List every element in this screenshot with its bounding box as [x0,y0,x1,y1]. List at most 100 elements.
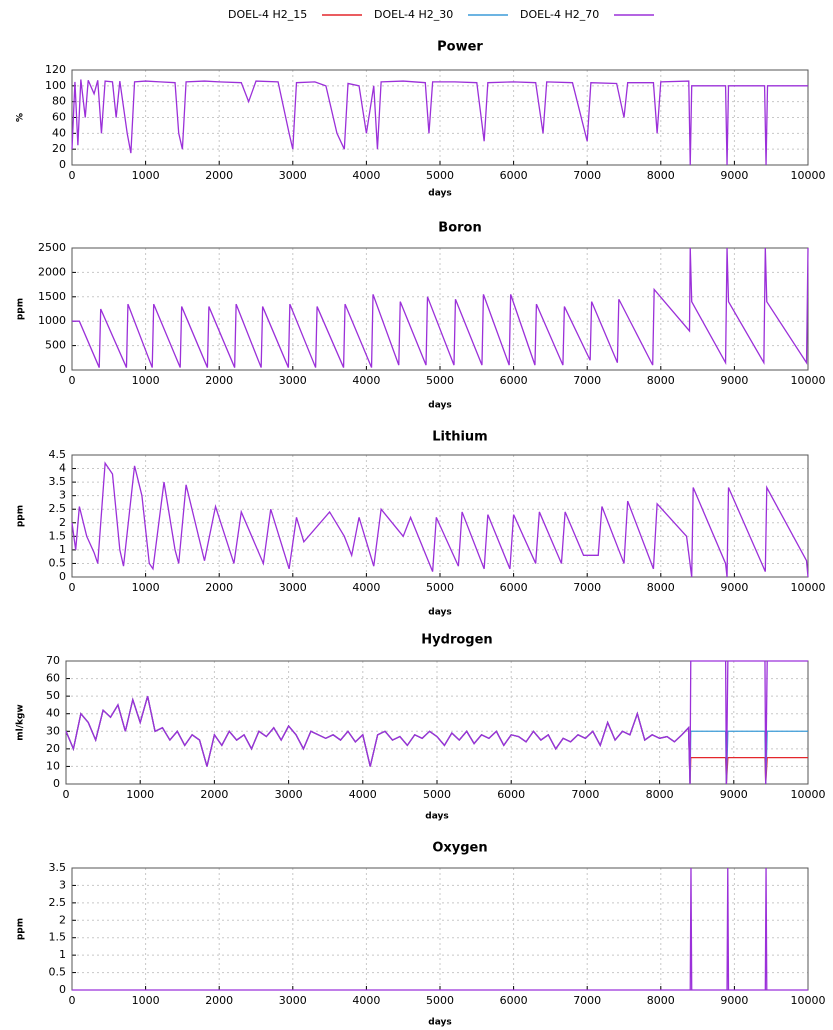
x-axis-label: days [428,189,451,199]
x-tick-label: 3000 [279,374,307,387]
y-tick-label: 0 [53,777,60,790]
x-tick-label: 8000 [647,374,675,387]
x-tick-label: 2000 [205,374,233,387]
x-tick-label: 0 [69,994,76,1007]
y-axis-label: ppm [16,918,26,940]
x-tick-label: 3000 [279,581,307,594]
y-tick-label: 500 [45,339,66,352]
data-line [65,695,808,785]
x-tick-label: 7000 [573,374,601,387]
plot-frame [71,69,809,166]
y-tick-label: 60 [52,111,66,124]
x-tick-label: 4000 [352,994,380,1007]
y-tick-label: 2000 [38,265,66,278]
x-axis-label: days [428,1018,451,1028]
x-tick-label: 5000 [426,581,454,594]
y-tick-label: 3.5 [49,861,67,874]
y-tick-label: 4 [59,462,66,475]
y-axis-label: ppm [16,505,26,527]
x-tick-label: 9000 [720,994,748,1007]
legend-label: DOEL-4 H2_70 [520,8,599,21]
x-tick-label: 4000 [349,788,377,801]
legend-label: DOEL-4 H2_30 [374,8,453,21]
panel-title: Lithium [432,430,487,445]
x-tick-label: 2000 [205,581,233,594]
data-line [71,461,809,578]
y-axis-label: % [16,113,26,122]
x-tick-label: 8000 [647,581,675,594]
x-tick-label: 3000 [279,169,307,182]
data-line [72,867,808,991]
x-tick-label: 10000 [791,994,826,1007]
x-tick-label: 1000 [126,788,154,801]
panel-title: Oxygen [432,841,487,856]
plot-frame [71,247,809,371]
y-tick-label: 10 [46,759,60,772]
x-tick-label: 3000 [279,994,307,1007]
y-tick-label: 1 [59,948,66,961]
data-line [65,660,808,785]
x-tick-label: 6000 [497,788,525,801]
x-tick-label: 0 [69,581,76,594]
x-tick-label: 5000 [426,169,454,182]
x-tick-label: 5000 [423,788,451,801]
x-tick-label: 6000 [500,169,528,182]
y-tick-label: 0 [59,363,66,376]
x-tick-label: 7000 [573,169,601,182]
plot-frame [65,660,809,785]
x-tick-label: 10000 [791,788,826,801]
panel-title: Boron [438,221,481,236]
y-tick-label: 80 [52,95,66,108]
x-tick-label: 10000 [791,581,826,594]
x-tick-label: 4000 [352,169,380,182]
panel-title: Hydrogen [421,633,492,648]
y-axis-label: ppm [16,298,26,320]
x-axis-label: days [428,608,451,618]
x-tick-label: 1000 [132,374,160,387]
x-tick-label: 6000 [500,374,528,387]
x-tick-label: 8000 [646,788,674,801]
y-tick-label: 3 [59,878,66,891]
y-tick-label: 100 [45,79,66,92]
x-tick-label: 4000 [352,581,380,594]
y-tick-label: 2.5 [49,502,67,515]
y-tick-label: 1000 [38,314,66,327]
x-tick-label: 6000 [500,994,528,1007]
legend-label: DOEL-4 H2_15 [228,8,307,21]
y-tick-label: 20 [46,742,60,755]
x-tick-label: 4000 [352,374,380,387]
y-tick-label: 3 [59,489,66,502]
x-tick-label: 7000 [571,788,599,801]
data-line [71,79,808,166]
y-tick-label: 1500 [38,290,66,303]
x-axis-label: days [428,401,451,411]
x-tick-label: 1000 [132,169,160,182]
y-tick-label: 40 [52,126,66,139]
y-tick-label: 3.5 [49,475,67,488]
x-tick-label: 9000 [720,581,748,594]
y-axis-label: ml/kgw [16,704,26,741]
x-tick-label: 1000 [132,994,160,1007]
x-tick-label: 7000 [573,994,601,1007]
x-tick-label: 2000 [205,169,233,182]
x-tick-label: 0 [69,169,76,182]
x-tick-label: 5000 [426,374,454,387]
y-tick-label: 0 [59,983,66,996]
panel-title: Power [437,40,483,55]
y-tick-label: 0 [59,158,66,171]
data-line [65,695,808,785]
y-tick-label: 0 [59,570,66,583]
y-tick-label: 120 [45,63,66,76]
y-tick-label: 30 [46,724,60,737]
x-tick-label: 1000 [132,581,160,594]
data-line [72,247,809,368]
plot-frame [71,454,809,578]
y-tick-label: 2 [59,913,66,926]
x-tick-label: 9000 [720,788,748,801]
x-tick-label: 2000 [200,788,228,801]
x-tick-label: 0 [69,374,76,387]
y-tick-label: 2 [59,516,66,529]
y-tick-label: 50 [46,689,60,702]
y-tick-label: 60 [46,672,60,685]
